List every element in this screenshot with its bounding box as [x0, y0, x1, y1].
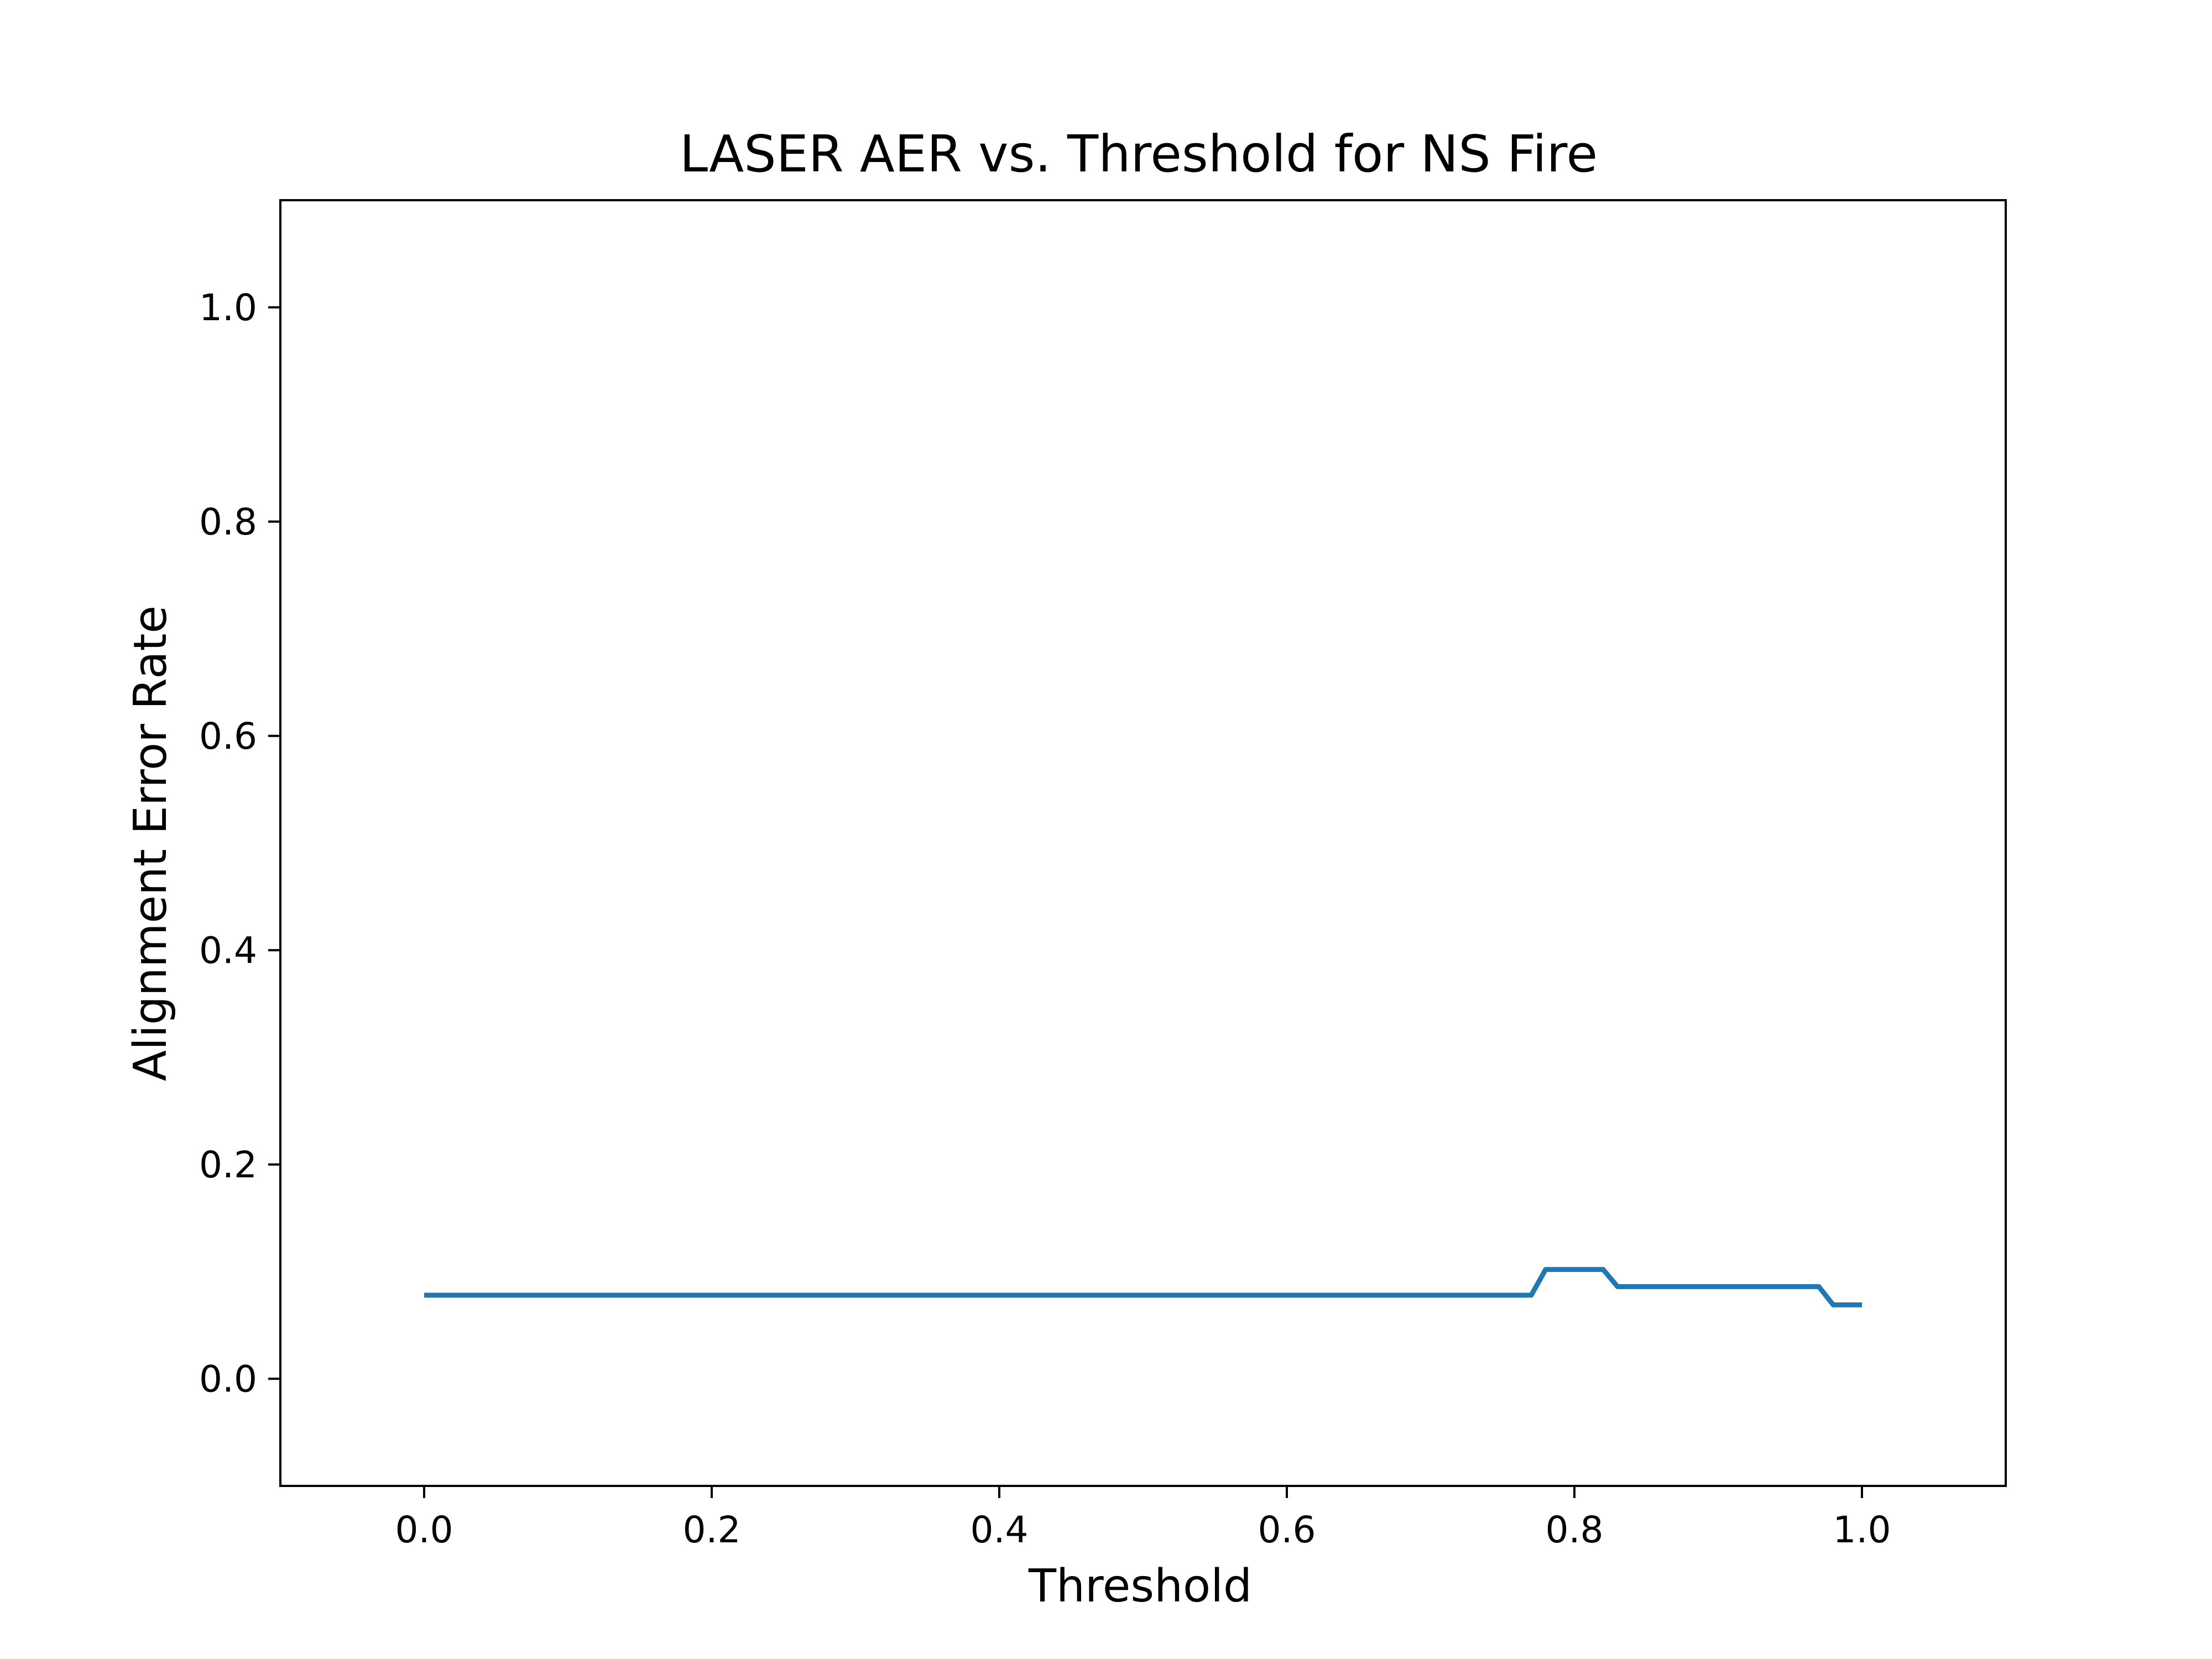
y-tick-label: 0.6	[199, 715, 257, 758]
y-axis-label: Alignment Error Rate	[124, 606, 177, 1081]
x-tick-label: 0.2	[683, 1509, 741, 1551]
x-tick-label: 0.6	[1258, 1509, 1316, 1551]
axes-frame	[279, 199, 2007, 1487]
x-axis: 0.0 0.2 0.4 0.6 0.8 1.0	[395, 1486, 1891, 1551]
x-tick-label: 0.0	[395, 1509, 453, 1551]
y-tick-label: 0.8	[199, 500, 257, 543]
y-tick-label: 1.0	[199, 286, 257, 329]
chart-title: LASER AER vs. Threshold for NS Fire	[680, 124, 1598, 184]
series-line	[424, 1267, 1862, 1308]
x-axis-label: Threshold	[1028, 1560, 1252, 1613]
x-tick-label: 1.0	[1833, 1509, 1891, 1551]
x-tick-label: 0.8	[1546, 1509, 1604, 1551]
x-tick-label: 0.4	[971, 1509, 1029, 1551]
y-tick-label: 0.0	[199, 1358, 257, 1400]
y-tick-label: 0.4	[199, 929, 257, 972]
y-tick-label: 0.2	[199, 1144, 257, 1186]
y-axis: 0.0 0.2 0.4 0.6 0.8 1.0	[199, 286, 280, 1400]
plot-area	[424, 1267, 1862, 1308]
